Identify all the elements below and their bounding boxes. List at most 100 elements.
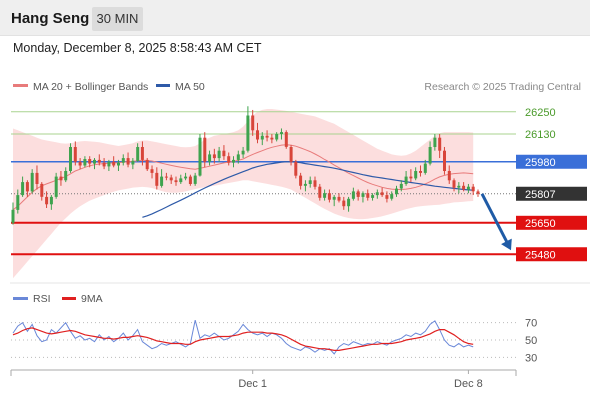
candle-body bbox=[270, 137, 274, 140]
candle-body bbox=[236, 154, 240, 160]
candle-body bbox=[265, 135, 269, 138]
rsi-legend-label: RSI bbox=[33, 293, 51, 305]
level-tag-25807 bbox=[516, 186, 587, 201]
rsi-legend: RSI 9MA bbox=[13, 293, 103, 305]
level-label-26250: 26250 bbox=[525, 107, 556, 119]
rsi-tick-label-70: 70 bbox=[525, 318, 537, 330]
forecast-layer bbox=[480, 193, 512, 251]
level-label-25807: 25807 bbox=[525, 189, 556, 201]
level-label-25980: 25980 bbox=[525, 157, 556, 169]
bollinger-band bbox=[13, 109, 474, 279]
rsi-tick-label-30: 30 bbox=[525, 352, 537, 364]
candle-body bbox=[102, 162, 106, 167]
candle-body bbox=[93, 159, 96, 164]
candle-body bbox=[150, 169, 154, 173]
candle-body bbox=[337, 196, 341, 201]
candle-body bbox=[40, 183, 44, 197]
candle-body bbox=[45, 196, 49, 205]
candle-body bbox=[404, 176, 408, 184]
candle-body bbox=[54, 176, 58, 197]
candle-body bbox=[423, 163, 427, 173]
candle-body bbox=[342, 200, 346, 207]
header-bar: Hang Seng 30 MIN bbox=[0, 0, 590, 36]
candle-body bbox=[361, 193, 365, 197]
candles-layer bbox=[11, 106, 480, 225]
candle-body bbox=[227, 156, 231, 163]
candle-body bbox=[452, 180, 456, 188]
candle-body bbox=[35, 172, 39, 184]
candle-body bbox=[275, 134, 279, 140]
chart-datetime: Monday, December 8, 2025 8:58:43 AM CET bbox=[13, 41, 262, 55]
bollinger-layer bbox=[13, 109, 474, 279]
candle-body bbox=[318, 186, 322, 198]
candle-body bbox=[117, 162, 120, 166]
candle-body bbox=[327, 193, 331, 200]
rsi-series-line-rsi bbox=[12, 319, 474, 355]
candle-body bbox=[256, 130, 259, 140]
candle-body bbox=[198, 137, 202, 176]
candle-body bbox=[208, 154, 212, 162]
candle-body bbox=[59, 176, 63, 181]
candle-body bbox=[375, 192, 379, 196]
candle-body bbox=[399, 183, 403, 189]
candle-body bbox=[160, 176, 164, 186]
rsi-lines-layer bbox=[12, 319, 474, 355]
candle-body bbox=[97, 159, 101, 163]
instrument-title: Hang Seng bbox=[11, 10, 90, 27]
candle-body bbox=[16, 195, 20, 210]
candle-body bbox=[121, 158, 125, 163]
candle-body bbox=[251, 115, 255, 131]
x-tick-label: Dec 1 bbox=[238, 378, 267, 390]
level-tag-25480 bbox=[516, 247, 587, 262]
candle-body bbox=[131, 160, 135, 165]
candle-body bbox=[232, 159, 235, 163]
candle-body bbox=[356, 191, 360, 197]
timeframe-button[interactable]: 30 MIN bbox=[92, 7, 143, 31]
candle-body bbox=[21, 182, 25, 196]
candle-body bbox=[188, 176, 192, 184]
candle-body bbox=[140, 147, 144, 160]
candle-body bbox=[64, 171, 68, 181]
x-tick-label: Dec 8 bbox=[454, 378, 483, 390]
rsi-series-line-ma bbox=[12, 327, 474, 351]
candle-body bbox=[433, 137, 437, 147]
legend-ma50-swatch bbox=[156, 84, 170, 87]
x-axis: Dec 1 Dec 8 bbox=[10, 369, 517, 390]
legend-ma50-label: MA 50 bbox=[175, 81, 205, 93]
credit-text: Research © 2025 Trading Central bbox=[424, 81, 581, 93]
candle-body bbox=[112, 161, 116, 166]
levels-layer bbox=[11, 111, 516, 256]
candle-body bbox=[380, 192, 384, 196]
rsi-grid-layer: 70 50 30 bbox=[11, 318, 537, 364]
rsi-tick-label-50: 50 bbox=[525, 335, 537, 347]
candle-body bbox=[260, 135, 264, 140]
ma50-line bbox=[142, 161, 474, 218]
candle-body bbox=[323, 193, 327, 198]
level-tag-25650 bbox=[516, 215, 587, 230]
candle-body bbox=[212, 154, 216, 159]
rsi-ma-legend-swatch bbox=[62, 297, 76, 300]
candle-body bbox=[174, 180, 178, 183]
candle-body bbox=[332, 196, 336, 200]
forecast-arrow-head bbox=[501, 238, 512, 251]
candle-body bbox=[289, 147, 293, 162]
candle-body bbox=[184, 176, 188, 179]
candle-body bbox=[303, 183, 307, 186]
candle-body bbox=[88, 159, 92, 164]
candle-body bbox=[347, 198, 351, 207]
candle-body bbox=[169, 177, 173, 181]
candle-body bbox=[443, 150, 446, 171]
candle-body bbox=[217, 150, 221, 159]
candle-body bbox=[419, 171, 422, 173]
candle-body bbox=[466, 186, 470, 190]
candle-body bbox=[447, 171, 451, 181]
level-labels-layer: 26250 26130 25980 25807 25650 25480 bbox=[516, 107, 587, 262]
candle-body bbox=[366, 193, 370, 198]
candle-body bbox=[73, 147, 77, 162]
forecast-arrow-shaft bbox=[480, 193, 510, 245]
level-label-25650: 25650 bbox=[525, 218, 556, 230]
candle-body bbox=[49, 196, 53, 205]
candle-body bbox=[83, 159, 87, 166]
candle-body bbox=[78, 161, 82, 166]
